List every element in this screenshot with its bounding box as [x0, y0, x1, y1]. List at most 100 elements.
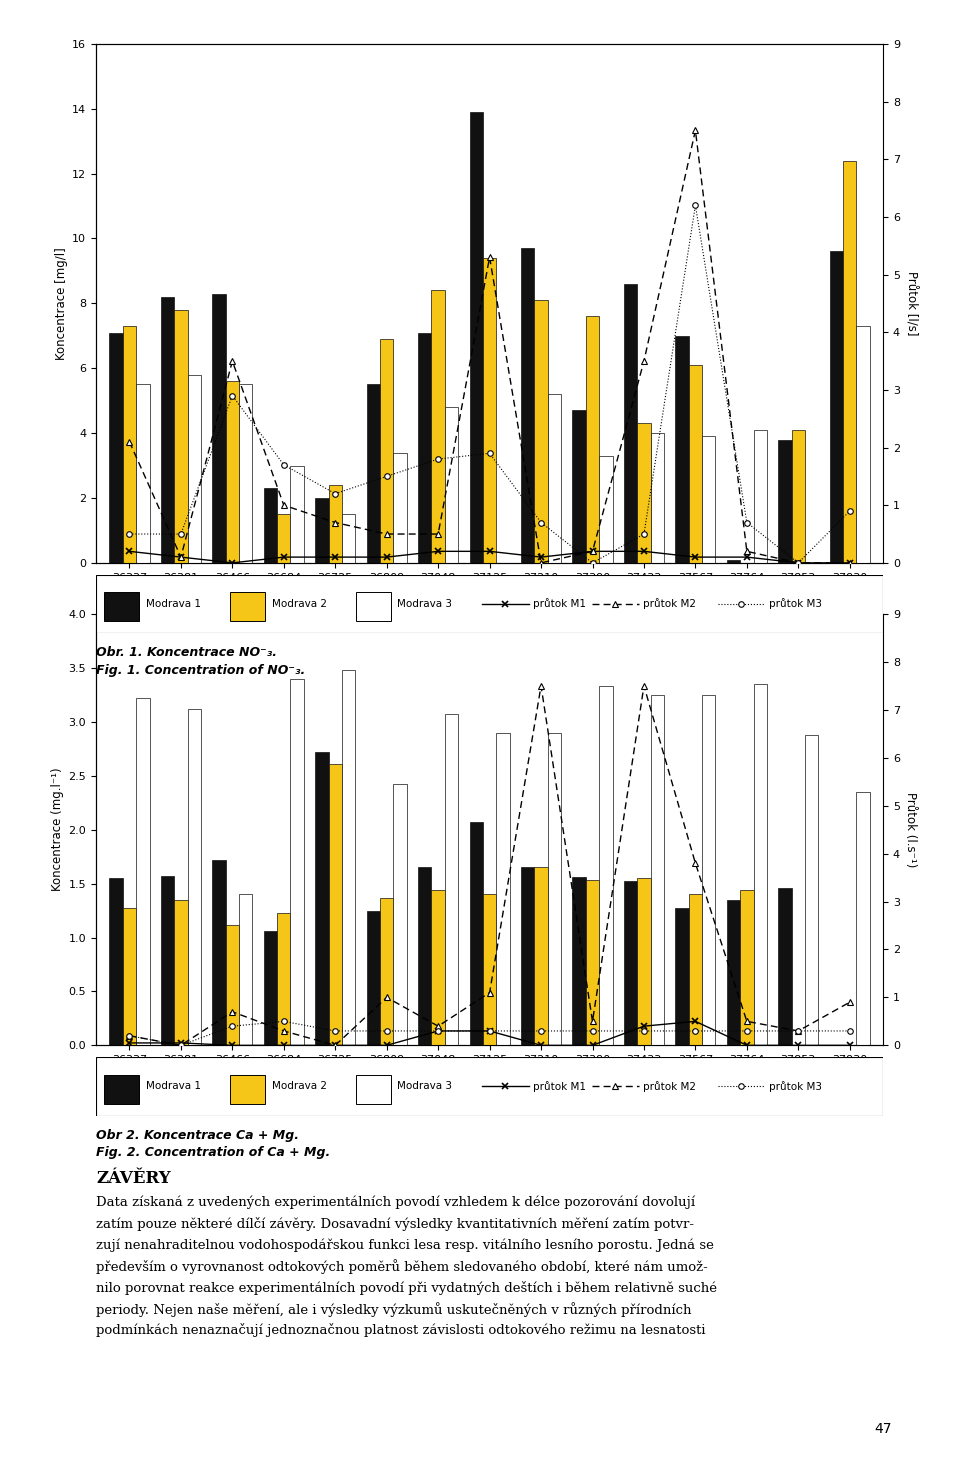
- Bar: [239, 385, 252, 563]
- Bar: [342, 670, 355, 1045]
- Bar: [444, 715, 458, 1045]
- Text: Modrava 3: Modrava 3: [397, 1082, 452, 1091]
- Bar: [829, 251, 843, 563]
- Y-axis label: Průtok (l.s⁻¹): Průtok (l.s⁻¹): [904, 792, 917, 867]
- Bar: [104, 592, 139, 621]
- Bar: [496, 732, 510, 1045]
- Bar: [419, 332, 431, 563]
- Bar: [431, 291, 444, 563]
- Text: průtok M3: průtok M3: [769, 1080, 822, 1092]
- Bar: [212, 860, 226, 1045]
- Text: Modrava 1: Modrava 1: [146, 599, 201, 608]
- Text: Fig. 1. Concentration of NO⁻₃.: Fig. 1. Concentration of NO⁻₃.: [96, 664, 305, 677]
- Bar: [675, 336, 688, 563]
- Bar: [727, 899, 740, 1045]
- Bar: [572, 877, 586, 1045]
- Text: zují nenahraditelnou vodohospodářskou funkci lesa resp. vitálního lesního porost: zují nenahraditelnou vodohospodářskou fu…: [96, 1238, 714, 1251]
- Bar: [174, 899, 187, 1045]
- Bar: [419, 867, 431, 1045]
- Bar: [123, 908, 136, 1045]
- Bar: [586, 880, 599, 1045]
- Text: Obr. 1. Koncentrace NO⁻₃.: Obr. 1. Koncentrace NO⁻₃.: [96, 646, 277, 659]
- Bar: [624, 284, 637, 563]
- Text: 47: 47: [875, 1421, 892, 1436]
- Bar: [229, 1075, 265, 1104]
- Text: zatím pouze některé dílčí závěry. Dosavadní výsledky kvantitativních měření zatí: zatím pouze některé dílčí závěry. Dosava…: [96, 1216, 694, 1231]
- Bar: [521, 249, 535, 563]
- Bar: [315, 499, 328, 563]
- Text: Modrava 2: Modrava 2: [272, 1082, 326, 1091]
- Bar: [431, 890, 444, 1045]
- Text: Obr 2. Koncentrace Ca + Mg.: Obr 2. Koncentrace Ca + Mg.: [96, 1129, 299, 1142]
- Bar: [367, 385, 380, 563]
- Bar: [104, 1075, 139, 1104]
- Bar: [367, 911, 380, 1045]
- Bar: [264, 931, 277, 1045]
- Bar: [535, 867, 548, 1045]
- Bar: [779, 440, 792, 563]
- Bar: [624, 882, 637, 1045]
- Bar: [161, 876, 174, 1045]
- Bar: [239, 895, 252, 1045]
- Bar: [651, 433, 664, 563]
- Bar: [599, 456, 612, 563]
- Bar: [779, 887, 792, 1045]
- Bar: [469, 822, 483, 1045]
- Bar: [226, 382, 239, 563]
- Bar: [356, 1075, 392, 1104]
- Bar: [754, 684, 767, 1045]
- Bar: [805, 735, 818, 1045]
- Text: nilo porovnat reakce experimentálních povodí při vydatných deštích i během relat: nilo porovnat reakce experimentálních po…: [96, 1281, 717, 1295]
- Bar: [702, 436, 715, 563]
- Bar: [356, 592, 392, 621]
- Text: průtok M1: průtok M1: [533, 598, 586, 610]
- Bar: [291, 678, 304, 1045]
- Text: průtok M3: průtok M3: [769, 598, 822, 610]
- Bar: [394, 785, 407, 1045]
- Text: Fig. 2. Concentration of Ca + Mg.: Fig. 2. Concentration of Ca + Mg.: [96, 1146, 330, 1159]
- Bar: [637, 424, 651, 563]
- Bar: [380, 898, 394, 1045]
- Text: především o vyrovnanost odtokových poměrů během sledovaného období, které nám um: především o vyrovnanost odtokových poměr…: [96, 1260, 708, 1275]
- Bar: [754, 430, 767, 563]
- Text: Modrava 1: Modrava 1: [146, 1082, 201, 1091]
- Bar: [740, 890, 754, 1045]
- Bar: [843, 161, 856, 563]
- Text: podmínkách nenaznačují jednoznačnou platnost závislosti odtokového režimu na les: podmínkách nenaznačují jednoznačnou plat…: [96, 1323, 706, 1338]
- Bar: [599, 686, 612, 1045]
- Y-axis label: Koncentrace (mg.l⁻¹): Koncentrace (mg.l⁻¹): [52, 768, 64, 892]
- Bar: [315, 751, 328, 1045]
- Bar: [277, 912, 291, 1045]
- Bar: [856, 326, 870, 563]
- Bar: [675, 908, 688, 1045]
- Bar: [136, 699, 150, 1045]
- Text: Modrava 2: Modrava 2: [272, 599, 326, 608]
- Bar: [394, 453, 407, 563]
- Bar: [328, 485, 342, 563]
- Bar: [109, 879, 123, 1045]
- Bar: [444, 408, 458, 563]
- Bar: [342, 515, 355, 563]
- Text: průtok M2: průtok M2: [643, 598, 696, 610]
- Bar: [174, 310, 187, 563]
- Bar: [469, 113, 483, 563]
- Bar: [226, 924, 239, 1045]
- Text: průtok M1: průtok M1: [533, 1080, 586, 1092]
- Bar: [637, 879, 651, 1045]
- Bar: [535, 300, 548, 563]
- Bar: [483, 257, 496, 563]
- Text: Data získaná z uvedených experimentálních povodí vzhledem k délce pozorování dov: Data získaná z uvedených experimentálníc…: [96, 1196, 695, 1209]
- Bar: [521, 867, 535, 1045]
- Bar: [109, 332, 123, 563]
- Bar: [688, 366, 702, 563]
- Bar: [123, 326, 136, 563]
- Bar: [187, 709, 201, 1045]
- Bar: [212, 294, 226, 563]
- Bar: [187, 374, 201, 563]
- Bar: [136, 385, 150, 563]
- Bar: [727, 560, 740, 563]
- Y-axis label: Koncentrace [mg/l]: Koncentrace [mg/l]: [55, 247, 68, 360]
- Bar: [264, 488, 277, 563]
- Text: Modrava 3: Modrava 3: [397, 599, 452, 608]
- Text: ZÁVĚRY: ZÁVĚRY: [96, 1170, 171, 1187]
